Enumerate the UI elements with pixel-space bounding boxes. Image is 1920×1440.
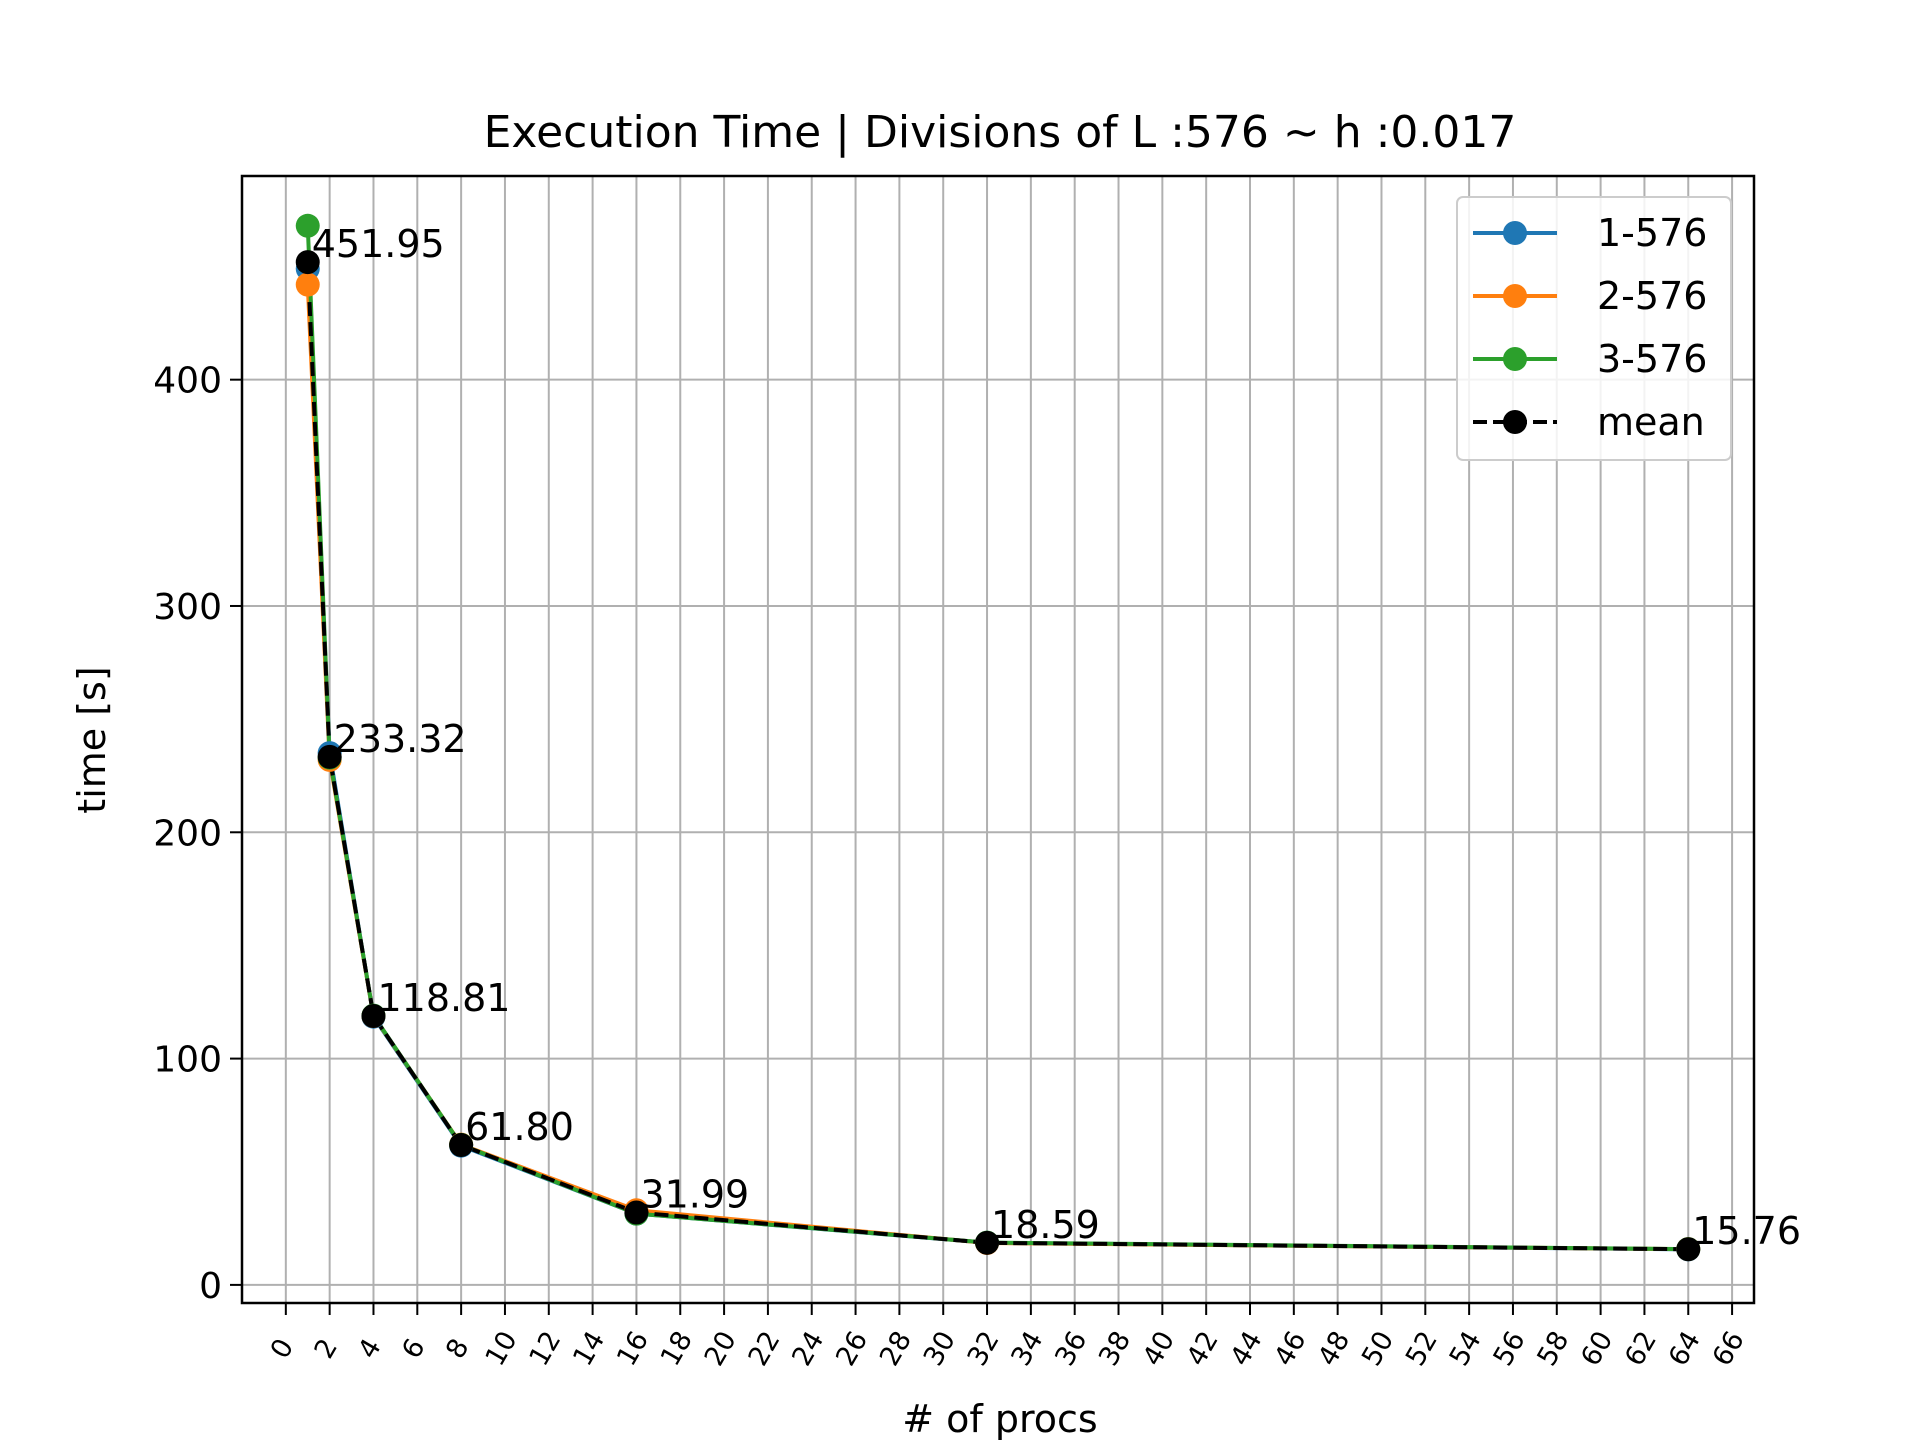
x-tick-label: 28	[874, 1326, 918, 1371]
x-tick-label: 4	[352, 1334, 387, 1364]
legend-label-2-576: 2-576	[1597, 274, 1707, 318]
legend-marker-mean	[1503, 410, 1527, 434]
marker-mean	[295, 250, 320, 275]
x-tick-label: 0	[265, 1334, 300, 1364]
marker-mean	[1676, 1237, 1701, 1262]
y-tick-label: 200	[153, 813, 222, 854]
marker-mean	[975, 1230, 1000, 1255]
x-tick-label: 22	[743, 1326, 787, 1371]
legend-label-1-576: 1-576	[1597, 211, 1707, 255]
x-tick-label: 60	[1575, 1326, 1619, 1371]
x-tick-label: 64	[1663, 1326, 1707, 1371]
marker-mean	[361, 1004, 386, 1029]
x-tick-label: 2	[309, 1334, 344, 1364]
x-tick-label: 10	[480, 1326, 524, 1371]
x-tick-label: 34	[1005, 1326, 1049, 1371]
legend-marker-2-576	[1503, 284, 1527, 308]
marker-3-576	[295, 213, 320, 238]
legend-label-3-576: 3-576	[1597, 337, 1707, 381]
x-tick-label: 58	[1531, 1326, 1575, 1371]
x-tick-label: 26	[830, 1326, 874, 1371]
x-tick-label: 16	[611, 1326, 655, 1371]
x-tick-label: 30	[918, 1326, 962, 1371]
x-tick-label: 44	[1225, 1326, 1269, 1371]
chart-title: Execution Time | Divisions of L :576 ~ h…	[484, 107, 1517, 158]
x-tick-label: 24	[786, 1326, 830, 1371]
legend-marker-3-576	[1503, 347, 1527, 371]
axes	[230, 174, 1756, 1315]
data-markers	[295, 213, 1701, 1262]
value-annotation: 15.76	[1692, 1209, 1801, 1253]
x-tick-label: 20	[699, 1326, 743, 1371]
x-tick-label: 12	[523, 1326, 567, 1371]
x-tick-label: 8	[440, 1334, 475, 1364]
x-tick-label: 32	[962, 1326, 1006, 1371]
marker-mean	[624, 1200, 649, 1225]
value-annotation: 61.80	[465, 1105, 574, 1149]
y-tick-labels: 0 100 200 300 400	[153, 361, 222, 1307]
legend-label-mean: mean	[1597, 400, 1705, 444]
marker-mean	[317, 744, 342, 769]
value-annotation: 31.99	[640, 1173, 749, 1217]
marker-mean	[449, 1133, 474, 1158]
x-tick-label: 14	[567, 1326, 611, 1371]
marker-2-576	[295, 272, 320, 297]
value-annotation: 18.59	[991, 1203, 1100, 1247]
x-tick-label: 40	[1137, 1326, 1181, 1371]
x-tick-label: 42	[1181, 1326, 1225, 1371]
value-annotation: 118.81	[377, 976, 510, 1020]
x-tick-label: 6	[396, 1334, 431, 1364]
x-axis-label: # of procs	[902, 1397, 1097, 1440]
y-tick-label: 0	[199, 1266, 222, 1307]
x-tick-label: 38	[1093, 1326, 1137, 1371]
value-annotation: 451.95	[312, 222, 445, 266]
x-tick-label: 56	[1488, 1326, 1532, 1371]
x-tick-labels: 0 2 4 6 8 10 12 14 16 18 20 22 24 26 28 30 32 34 36 38 40 42 4…	[265, 1326, 1751, 1371]
x-tick-label: 66	[1707, 1326, 1751, 1371]
y-tick-label: 400	[153, 361, 222, 402]
x-tick-label: 36	[1049, 1326, 1093, 1371]
x-tick-label: 52	[1400, 1326, 1444, 1371]
y-tick-label: 100	[153, 1040, 222, 1081]
x-tick-label: 54	[1444, 1326, 1488, 1371]
legend-marker-1-576	[1503, 221, 1527, 245]
plot-frame	[240, 174, 1756, 1305]
x-tick-label: 50	[1356, 1326, 1400, 1371]
value-annotation: 233.32	[334, 717, 467, 761]
legend-box	[1456, 196, 1732, 461]
x-tick-label: 18	[655, 1326, 699, 1371]
x-tick-label: 48	[1312, 1326, 1356, 1371]
x-tick-label: 62	[1619, 1326, 1663, 1371]
x-tick-label: 46	[1268, 1326, 1312, 1371]
y-tick-label: 300	[153, 587, 222, 628]
legend: 1-576 2-576 3-576 mean	[1456, 196, 1732, 461]
data-annotations: 451.95 233.32 118.81 61.80 31.99 18.59 15.76	[312, 222, 1801, 1253]
y-axis-label: time [s]	[70, 666, 114, 813]
